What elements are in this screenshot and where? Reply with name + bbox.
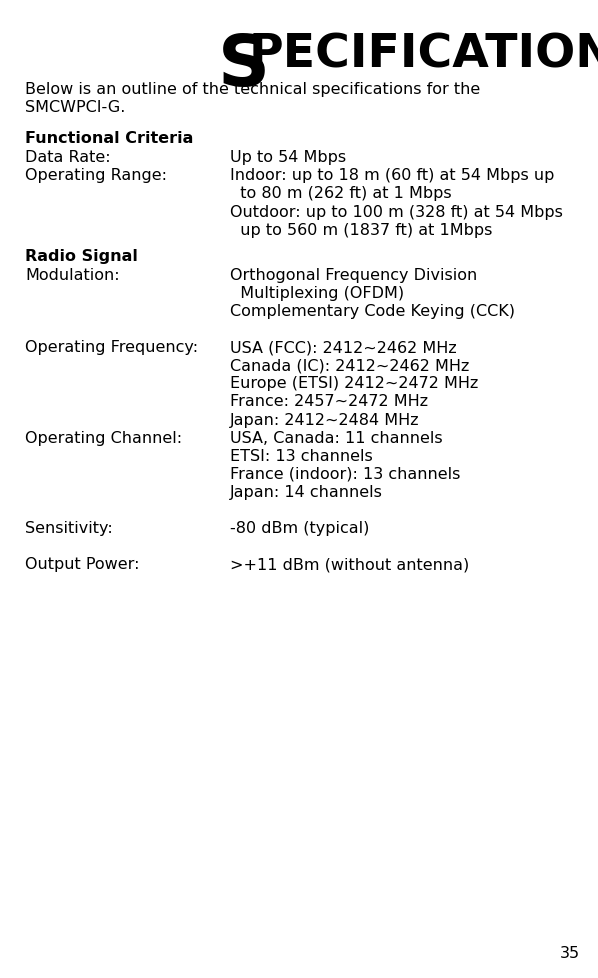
Text: Up to 54 Mbps: Up to 54 Mbps xyxy=(230,150,346,165)
Text: Europe (ETSI) 2412~2472 MHz: Europe (ETSI) 2412~2472 MHz xyxy=(230,376,478,391)
Text: Indoor: up to 18 m (60 ft) at 54 Mbps up: Indoor: up to 18 m (60 ft) at 54 Mbps up xyxy=(230,168,554,183)
Text: >+11 dBm (without antenna): >+11 dBm (without antenna) xyxy=(230,556,469,572)
Text: Orthogonal Frequency Division: Orthogonal Frequency Division xyxy=(230,267,477,283)
Text: S: S xyxy=(218,32,270,101)
Text: USA (FCC): 2412~2462 MHz: USA (FCC): 2412~2462 MHz xyxy=(230,339,457,355)
Text: Radio Signal: Radio Signal xyxy=(25,248,138,263)
Text: USA, Canada: 11 channels: USA, Canada: 11 channels xyxy=(230,430,443,445)
Text: Modulation:: Modulation: xyxy=(25,267,120,283)
Text: France: 2457~2472 MHz: France: 2457~2472 MHz xyxy=(230,394,428,409)
Text: SMCWPCI-G.: SMCWPCI-G. xyxy=(25,101,126,115)
Text: Operating Range:: Operating Range: xyxy=(25,168,167,183)
Text: Below is an outline of the technical specifications for the: Below is an outline of the technical spe… xyxy=(25,82,480,97)
Text: Canada (IC): 2412~2462 MHz: Canada (IC): 2412~2462 MHz xyxy=(230,358,469,373)
Text: Complementary Code Keying (CCK): Complementary Code Keying (CCK) xyxy=(230,303,515,319)
Text: 35: 35 xyxy=(560,946,580,960)
Text: ETSI: 13 channels: ETSI: 13 channels xyxy=(230,448,373,464)
Text: Operating Frequency:: Operating Frequency: xyxy=(25,339,199,355)
Text: Data Rate:: Data Rate: xyxy=(25,150,111,165)
Text: PECIFICATIONS: PECIFICATIONS xyxy=(248,32,598,77)
Text: Japan: 2412~2484 MHz: Japan: 2412~2484 MHz xyxy=(230,412,420,427)
Text: Outdoor: up to 100 m (328 ft) at 54 Mbps: Outdoor: up to 100 m (328 ft) at 54 Mbps xyxy=(230,204,563,219)
Text: up to 560 m (1837 ft) at 1Mbps: up to 560 m (1837 ft) at 1Mbps xyxy=(230,222,493,238)
Text: Functional Criteria: Functional Criteria xyxy=(25,131,194,146)
Text: Japan: 14 channels: Japan: 14 channels xyxy=(230,484,383,500)
Text: Multiplexing (OFDM): Multiplexing (OFDM) xyxy=(230,286,404,300)
Text: France (indoor): 13 channels: France (indoor): 13 channels xyxy=(230,467,460,481)
Text: -80 dBm (typical): -80 dBm (typical) xyxy=(230,520,370,536)
Text: Output Power:: Output Power: xyxy=(25,556,139,572)
Text: Sensitivity:: Sensitivity: xyxy=(25,520,113,536)
Text: to 80 m (262 ft) at 1 Mbps: to 80 m (262 ft) at 1 Mbps xyxy=(230,186,452,201)
Text: Operating Channel:: Operating Channel: xyxy=(25,430,182,445)
